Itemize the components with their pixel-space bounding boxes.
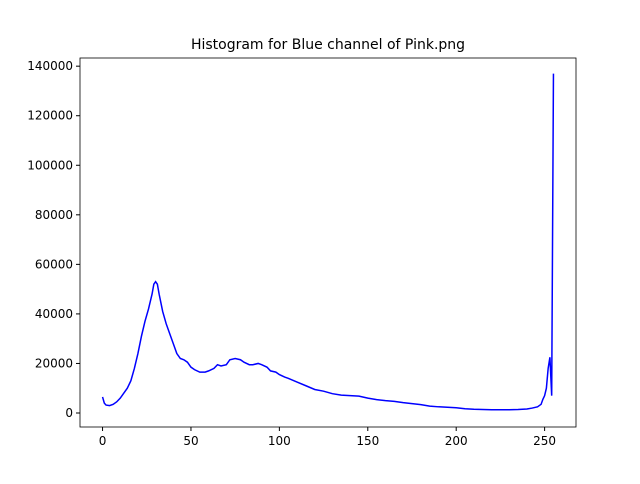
- y-tick-label: 0: [65, 406, 73, 420]
- data-line: [101, 73, 555, 411]
- x-tick-label: 250: [533, 434, 556, 448]
- y-tick-label: 120000: [27, 109, 73, 123]
- plot-frame: [79, 57, 577, 428]
- x-tick-label: 200: [445, 434, 468, 448]
- y-tick-label: 80000: [35, 208, 73, 222]
- chart-title: Histogram for Blue channel of Pink.png: [191, 37, 465, 53]
- y-tick-label: 100000: [27, 158, 73, 172]
- x-tick-label: 150: [356, 434, 379, 448]
- y-tick-label: 20000: [35, 356, 73, 370]
- x-tick-label: 0: [99, 434, 107, 448]
- x-tick-label: 50: [183, 434, 198, 448]
- y-tick-label: 40000: [35, 307, 73, 321]
- y-tick-label: 60000: [35, 257, 73, 271]
- x-tick-label: 100: [268, 434, 291, 448]
- y-tick-label: 140000: [27, 59, 73, 73]
